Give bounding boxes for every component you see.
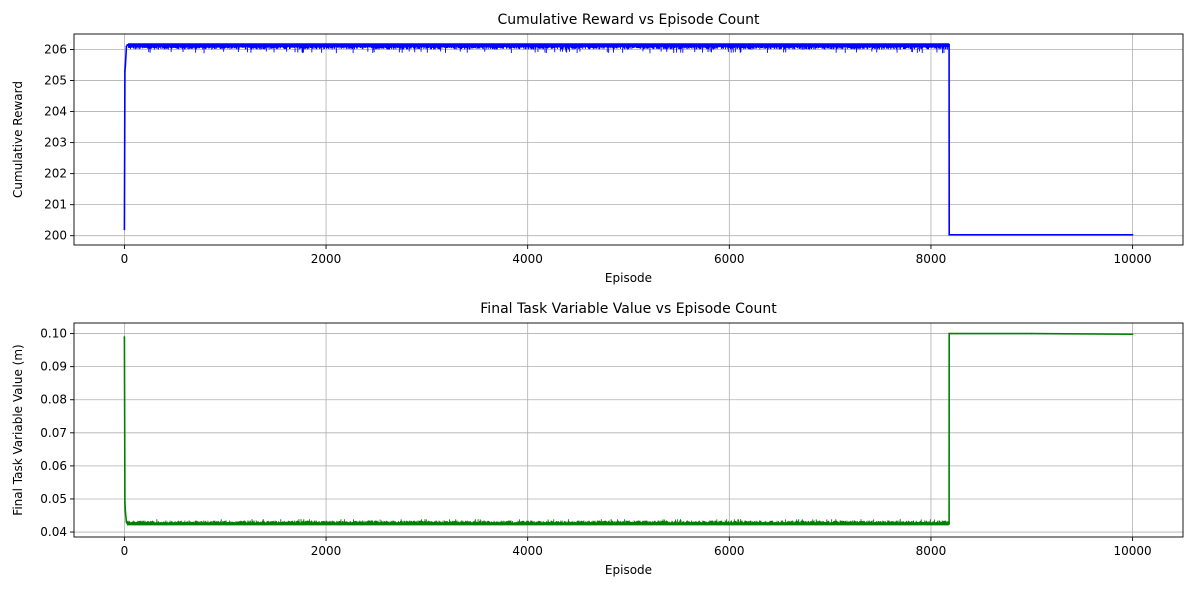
y-tick-label: 0.06 — [40, 459, 67, 473]
x-tick-label: 4000 — [512, 252, 543, 266]
x-tick-label: 6000 — [714, 544, 745, 558]
data-point — [526, 44, 529, 46]
data-point — [123, 228, 126, 231]
data-point — [124, 511, 127, 513]
x-tick-label: 2000 — [311, 252, 342, 266]
series-0 — [123, 43, 1134, 236]
x-tick-label: 10000 — [1113, 252, 1151, 266]
x-tick-label: 2000 — [311, 544, 342, 558]
y-tick-label: 205 — [44, 74, 67, 88]
data-point — [325, 44, 327, 46]
data-point — [325, 522, 327, 525]
y-tick-label: 202 — [44, 167, 67, 181]
grid — [74, 323, 1183, 537]
y-tick-label: 201 — [44, 198, 67, 212]
data-point — [124, 64, 127, 66]
data-point — [526, 522, 529, 525]
x-tick-label: 0 — [121, 252, 129, 266]
data-point — [718, 522, 721, 525]
data-point — [728, 44, 731, 46]
y-tick-label: 200 — [44, 229, 67, 243]
data-point — [123, 336, 126, 338]
x-axis-label: Episode — [605, 563, 652, 577]
grid — [74, 34, 1183, 245]
x-tick-label: 6000 — [714, 252, 745, 266]
data-point — [124, 70, 126, 73]
y-tick-label: 0.05 — [40, 492, 67, 506]
x-tick-label: 8000 — [916, 544, 947, 558]
data-point — [1131, 333, 1134, 336]
y-axis-label: Cumulative Reward — [11, 81, 25, 198]
chart-title: Cumulative Reward vs Episode Count — [498, 12, 760, 28]
data-point — [1131, 233, 1134, 236]
data-point — [948, 233, 951, 236]
axes-frame — [73, 322, 1184, 538]
data-point — [647, 44, 650, 46]
x-tick-label: 4000 — [512, 544, 543, 558]
ticks: 0 2000 4000 6000 8000 10000 200 201 202 203 204 205… — [44, 43, 1152, 266]
data-point — [948, 44, 950, 46]
x-axis-label: Episode — [605, 271, 652, 285]
y-tick-label: 204 — [44, 105, 67, 119]
ticks: 0 2000 4000 6000 8000 10000 0.04 0.05 0.06 0.07 0.… — [40, 327, 1151, 558]
series-0 — [123, 332, 1134, 526]
y-tick-label: 203 — [44, 136, 67, 150]
chart-title: Final Task Variable Value vs Episode Cou… — [480, 301, 777, 317]
axes-frame — [73, 33, 1184, 246]
data-point — [728, 522, 731, 525]
cumulative-reward-chart: 0 2000 4000 6000 8000 10000 200 201 202 203 204 205… — [11, 12, 1184, 285]
data-point — [948, 332, 951, 335]
data-point — [128, 44, 131, 46]
data-point — [125, 521, 128, 523]
final-task-variable-chart: 0 2000 4000 6000 8000 10000 0.04 0.05 0.06 0.07 0.… — [11, 301, 1184, 577]
y-tick-label: 206 — [44, 43, 67, 57]
data-point — [124, 501, 126, 504]
x-tick-label: 0 — [121, 544, 129, 558]
y-tick-label: 0.07 — [40, 426, 67, 440]
series-line — [123, 44, 1133, 236]
data-point — [125, 45, 128, 48]
y-tick-label: 0.10 — [40, 327, 67, 341]
y-tick-label: 0.08 — [40, 393, 67, 407]
data-point — [127, 522, 130, 525]
data-point — [948, 522, 950, 525]
data-point — [1030, 233, 1033, 236]
y-tick-label: 0.04 — [40, 525, 67, 539]
data-point — [930, 44, 932, 46]
x-tick-label: 10000 — [1113, 544, 1151, 558]
y-tick-label: 0.09 — [40, 360, 67, 374]
data-point — [930, 522, 932, 525]
y-axis-label: Final Task Variable Value (m) — [11, 344, 25, 515]
series-line — [123, 332, 1133, 525]
x-tick-label: 8000 — [916, 252, 947, 266]
data-point — [1030, 332, 1033, 335]
